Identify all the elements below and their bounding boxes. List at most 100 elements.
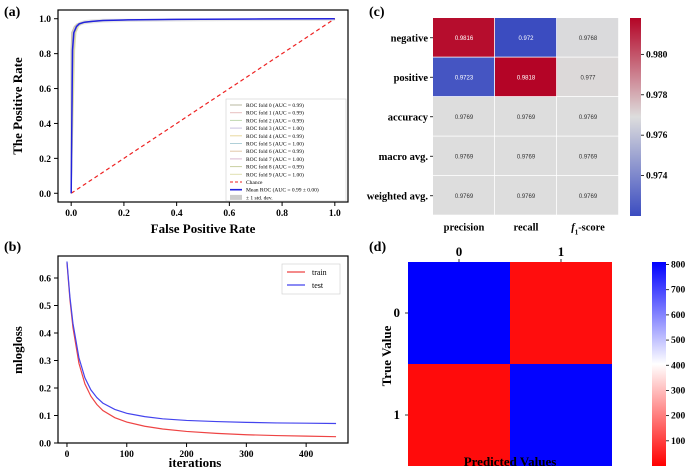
report-cell bbox=[557, 97, 619, 136]
report-cell-label: 0.9769 bbox=[579, 115, 598, 121]
cm-colorbar: 100 200 300 400 500 600 700 800 bbox=[652, 261, 686, 466]
report-cell-label: 0.9769 bbox=[517, 115, 536, 121]
report-cell bbox=[557, 136, 619, 176]
cm-x-axis-title: Predicted Values bbox=[464, 454, 557, 469]
report-heatmap: 0.9816 0.972 0.9768 0.9723 0.9818 0.977 0.9769… bbox=[367, 18, 668, 237]
roc-chart: 0.0 0.2 0.4 0.6 0.8 1.0 0.0 0.2 0.4 0.6 0.8 1.0 ROC… bbox=[10, 9, 349, 236]
report-col-label-main: f bbox=[571, 223, 576, 234]
cm-cell bbox=[510, 262, 612, 364]
cm-colorbar-label: 300 bbox=[671, 386, 686, 396]
report-cell-label: 0.9769 bbox=[579, 194, 598, 200]
roc-y-tick-label: 1.0 bbox=[39, 15, 51, 25]
roc-legend-label: ROC fold 6 (AUC = 0.99) bbox=[246, 148, 304, 155]
cm-colorbar-label: 400 bbox=[671, 361, 686, 371]
roc-legend-label: Chance bbox=[246, 180, 263, 186]
report-colorbar-label: 0.976 bbox=[646, 131, 668, 141]
report-cell-label: 0.9768 bbox=[579, 36, 598, 42]
loss-series-line-test bbox=[66, 261, 337, 425]
roc-x-tick-label: 0.8 bbox=[276, 209, 288, 219]
report-colorbar-bar bbox=[630, 18, 641, 216]
confusion-matrix-ticks: 0 1 0 1 bbox=[394, 244, 565, 422]
report-heatmap-cells: 0.9816 0.972 0.9768 0.9723 0.9818 0.977 0.9769… bbox=[433, 18, 619, 215]
report-cell-label: 0.9769 bbox=[455, 115, 474, 121]
loss-x-tick-label: 0 bbox=[65, 450, 70, 460]
cm-colorbar-label: 600 bbox=[671, 311, 686, 321]
report-colorbar-label: 0.978 bbox=[646, 91, 668, 101]
roc-legend: ROC fold 0 (AUC = 0.99)ROC fold 1 (AUC =… bbox=[225, 98, 347, 202]
report-row-labels: negative positive accuracy macro avg. weight… bbox=[367, 33, 433, 202]
panel-label-b: (b) bbox=[4, 240, 21, 255]
report-cell-label: 0.977 bbox=[580, 75, 596, 81]
roc-x-tick-label: 0.6 bbox=[223, 209, 235, 219]
report-col-label-main: recall bbox=[514, 223, 539, 234]
report-cell bbox=[433, 97, 495, 136]
loss-y-tick-label: 0.1 bbox=[39, 412, 51, 422]
loss-legend: train test bbox=[281, 263, 341, 295]
roc-legend-label: ROC fold 0 (AUC = 0.99) bbox=[246, 102, 304, 109]
roc-y-tick-label: 0.4 bbox=[39, 120, 51, 130]
roc-legend-label: ROC fold 5 (AUC = 1.00) bbox=[246, 141, 304, 148]
roc-legend-label: ROC fold 1 (AUC = 0.99) bbox=[246, 110, 304, 117]
report-col-label: recall bbox=[514, 223, 539, 234]
roc-y-axis-title: The Positive Rate bbox=[10, 57, 25, 155]
cm-x-tick-label: 1 bbox=[558, 244, 565, 259]
report-cell-label: 0.9769 bbox=[517, 154, 536, 160]
loss-legend-box bbox=[281, 263, 341, 295]
cm-colorbar-label: 700 bbox=[671, 286, 686, 296]
roc-x-tick-label: 0.0 bbox=[65, 209, 77, 219]
report-cell bbox=[495, 136, 557, 176]
report-cell-label: 0.9769 bbox=[579, 154, 598, 160]
cm-cell bbox=[510, 364, 612, 466]
roc-y-tick-label: 0.2 bbox=[39, 155, 51, 165]
roc-legend-label: ROC fold 3 (AUC = 1.00) bbox=[246, 125, 304, 132]
cm-colorbar-label: 500 bbox=[671, 336, 686, 346]
roc-legend-label: Mean ROC (AUC = 0.99 ± 0.00) bbox=[246, 187, 319, 194]
roc-y-tick-label: 0.0 bbox=[39, 190, 51, 200]
report-cell-label: 0.9816 bbox=[455, 36, 474, 42]
loss-lines bbox=[66, 261, 337, 438]
roc-legend-swatch bbox=[230, 194, 242, 200]
report-col-label-sub: 1 bbox=[575, 229, 579, 237]
report-cell bbox=[557, 57, 619, 97]
roc-legend-label: ROC fold 9 (AUC = 1.00) bbox=[246, 171, 304, 178]
loss-y-tick-label: 0.4 bbox=[39, 330, 51, 340]
roc-legend-box bbox=[225, 98, 347, 202]
chance-line bbox=[70, 18, 336, 194]
report-row-label: negative bbox=[391, 33, 429, 44]
report-cell-label: 0.972 bbox=[518, 36, 534, 42]
loss-x-tick-label: 300 bbox=[239, 450, 254, 460]
report-cell bbox=[495, 176, 557, 215]
panel-label-a: (a) bbox=[4, 5, 21, 20]
report-colorbar: 0.974 0.976 0.978 0.980 bbox=[630, 18, 668, 216]
report-col-label: precision bbox=[444, 223, 485, 234]
loss-y-tick-label: 0.5 bbox=[39, 302, 51, 312]
cm-colorbar-bar bbox=[652, 262, 666, 466]
panel-label-d: (d) bbox=[369, 240, 386, 255]
cm-y-tick-label: 0 bbox=[394, 305, 401, 320]
loss-legend-label: test bbox=[312, 281, 324, 290]
report-col-labels: precision recall f1-score bbox=[444, 223, 605, 237]
report-col-label-main: precision bbox=[444, 223, 485, 234]
mean-roc-line bbox=[70, 17, 335, 194]
report-row-label: weighted avg. bbox=[367, 191, 429, 202]
roc-x-tick-label: 0.4 bbox=[171, 209, 183, 219]
report-row-label: accuracy bbox=[388, 112, 429, 123]
roc-x-tick-label: 1.0 bbox=[329, 209, 341, 219]
roc-y-tick-label: 0.6 bbox=[39, 85, 51, 95]
roc-legend-label: ROC fold 8 (AUC = 0.99) bbox=[246, 164, 304, 171]
panel-label-c: (c) bbox=[369, 5, 385, 20]
roc-x-axis-title: False Positive Rate bbox=[151, 221, 256, 236]
report-cell-label: 0.9769 bbox=[455, 154, 474, 160]
loss-ticks: 0 100 200 300 400 0.0 0.1 0.2 0.3 0.4 0.5 0.6 bbox=[39, 275, 313, 461]
loss-y-tick-label: 0.6 bbox=[39, 275, 51, 285]
report-cell bbox=[433, 176, 495, 215]
roc-y-tick-label: 0.8 bbox=[39, 50, 51, 60]
report-row-label: positive bbox=[394, 73, 429, 84]
loss-y-tick-label: 0.0 bbox=[39, 440, 51, 450]
report-cell-label: 0.9769 bbox=[517, 194, 536, 200]
cm-cell bbox=[408, 262, 510, 364]
report-colorbar-label: 0.974 bbox=[646, 172, 668, 182]
report-cell bbox=[433, 18, 495, 57]
loss-x-tick-label: 400 bbox=[299, 450, 314, 460]
